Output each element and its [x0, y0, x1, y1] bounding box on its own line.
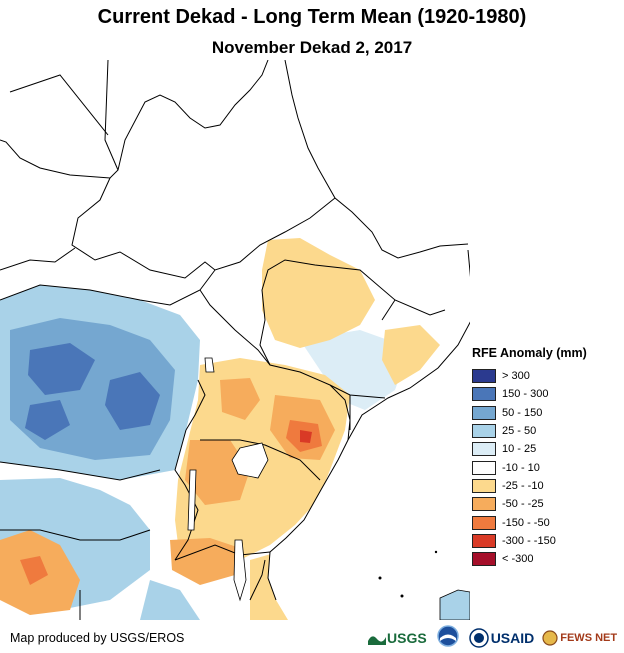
legend-item: -50 - -25: [472, 495, 587, 513]
madagascar-shape: [439, 589, 470, 620]
legend-item: < -300: [472, 550, 587, 568]
legend-label: -150 - -50: [502, 516, 550, 529]
legend-swatch: [472, 533, 496, 548]
legend-label: 150 - 300: [502, 388, 549, 401]
island-dot: [378, 576, 382, 580]
noaa-emblem-icon: [436, 624, 459, 647]
map-title: Current Dekad - Long Term Mean (1920-198…: [97, 6, 527, 28]
legend-label: < -300: [502, 553, 534, 566]
legend-items: > 300 150 - 300 50 - 150 25 - 50 10 - 25…: [472, 367, 587, 568]
legend-item: 25 - 50: [472, 422, 587, 440]
legend-swatch: [472, 387, 496, 402]
legend-swatch: [472, 405, 496, 420]
legend-label: 25 - 50: [502, 425, 537, 438]
rainfall-anomaly-layer: [0, 60, 470, 620]
legend-item: -10 - 10: [472, 458, 587, 476]
legend-swatch: [472, 515, 496, 530]
fewsnet-logo-text: FEWS NET: [560, 632, 618, 644]
credit-text: Map produced by USGS/EROS: [10, 631, 185, 645]
legend-label: -300 - -150: [502, 534, 556, 547]
fewsnet-globe-icon: [542, 630, 558, 646]
legend-label: -10 - 10: [502, 461, 540, 474]
usgs-logo: USGS: [368, 630, 427, 646]
legend-title: RFE Anomaly (mm): [472, 346, 587, 360]
legend-label: > 300: [502, 370, 530, 383]
lakes: [187, 357, 269, 602]
legend-swatch: [472, 460, 496, 475]
fewsnet-logo: FEWS NET: [542, 630, 617, 646]
logo-strip: USGS USAID FEWS NET: [368, 624, 617, 652]
usgs-logo-text: USGS: [387, 630, 427, 646]
legend-swatch: [472, 424, 496, 439]
noaa-logo: [436, 624, 459, 652]
legend-label: 50 - 150: [502, 406, 543, 419]
island-dot: [434, 550, 438, 554]
legend-label: 10 - 25: [502, 443, 537, 456]
legend-item: > 300: [472, 367, 587, 385]
legend-swatch: [472, 497, 496, 512]
legend: RFE Anomaly (mm) > 300 150 - 300 50 - 15…: [472, 346, 587, 568]
legend-label: -50 - -25: [502, 498, 544, 511]
anomaly-map: [0, 60, 470, 620]
legend-item: 150 - 300: [472, 385, 587, 403]
legend-swatch: [472, 478, 496, 493]
island-dot: [400, 594, 404, 598]
legend-swatch: [472, 552, 496, 567]
legend-item: -25 - -10: [472, 477, 587, 495]
usaid-seal-icon: [468, 628, 489, 648]
map-subtitle: November Dekad 2, 2017: [211, 38, 413, 57]
legend-swatch: [472, 369, 496, 384]
legend-item: 10 - 25: [472, 440, 587, 458]
usaid-logo: USAID: [468, 628, 535, 648]
legend-item: -150 - -50: [472, 513, 587, 531]
country-borders: [0, 60, 470, 620]
usgs-wave-icon: [368, 636, 386, 645]
usaid-logo-text: USAID: [490, 630, 535, 646]
legend-item: 50 - 150: [472, 404, 587, 422]
legend-item: -300 - -150: [472, 532, 587, 550]
legend-label: -25 - -10: [502, 479, 544, 492]
legend-swatch: [472, 442, 496, 457]
